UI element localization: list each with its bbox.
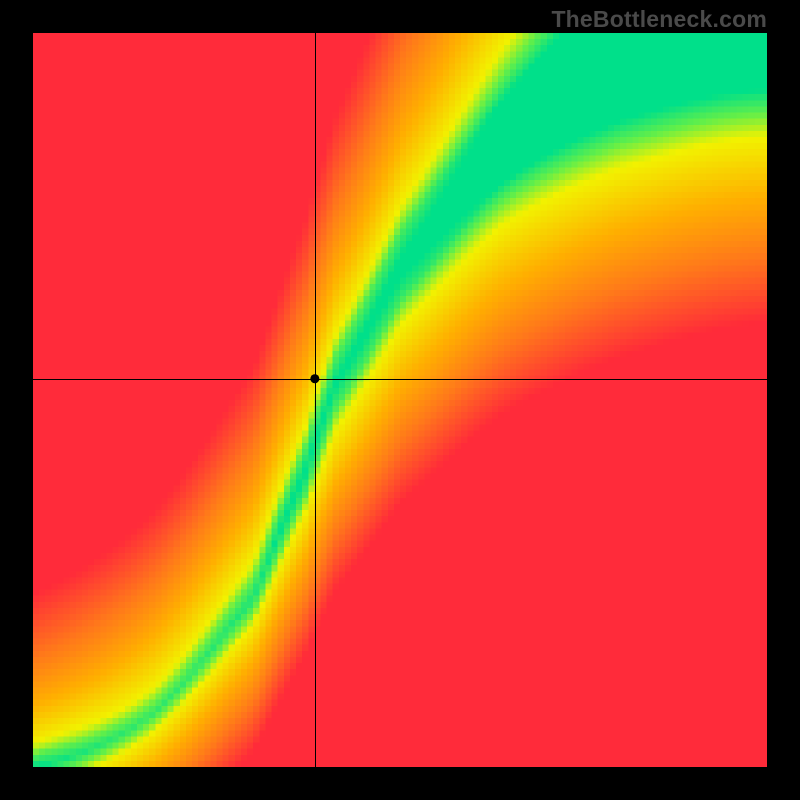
crosshair-overlay [33, 33, 767, 767]
chart-frame: TheBottleneck.com [0, 0, 800, 800]
watermark-text: TheBottleneck.com [551, 6, 767, 33]
